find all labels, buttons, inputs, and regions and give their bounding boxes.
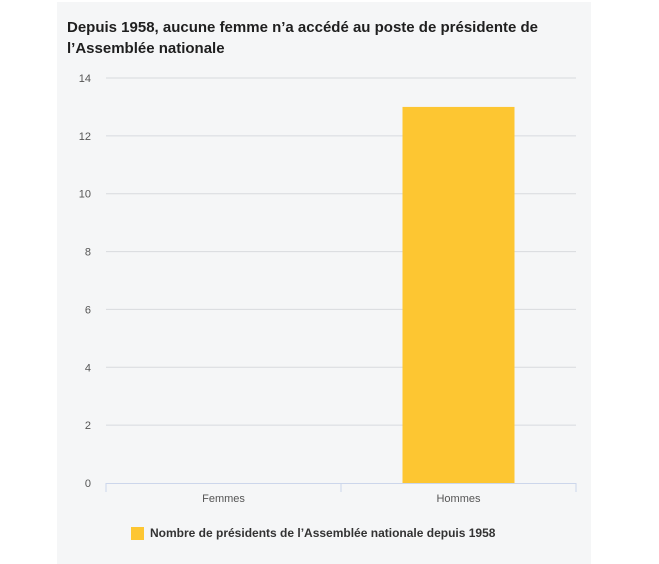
y-tick-label: 6 (85, 304, 91, 316)
bar-hommes[interactable] (402, 106, 515, 483)
x-tick-label: Hommes (436, 493, 481, 505)
y-tick-label: 4 (85, 362, 91, 374)
legend-swatch (131, 526, 144, 540)
legend-label: Nombre de présidents de l’Assemblée nati… (150, 526, 496, 540)
legend-item[interactable]: Nombre de présidents de l’Assemblée nati… (131, 526, 495, 540)
y-tick-label: 8 (85, 247, 91, 259)
y-axis-tick-labels: 0 2 4 6 8 10 12 14 (79, 73, 91, 490)
y-tick-label: 14 (79, 73, 91, 85)
x-axis-tick-labels: Femmes Hommes (202, 493, 481, 505)
y-tick-label: 10 (79, 189, 91, 201)
chart-title: Depuis 1958, aucune femme n’a accédé au … (67, 19, 539, 57)
x-axis (105, 483, 577, 492)
bars (402, 106, 515, 483)
chart-card: Depuis 1958, aucune femme n’a accédé au … (57, 2, 591, 564)
y-tick-label: 12 (79, 131, 91, 143)
bar-chart: 0 2 4 6 8 10 12 14 Femmes Hommes (79, 73, 577, 505)
y-tick-label: 0 (85, 478, 91, 490)
y-tick-label: 2 (85, 420, 91, 432)
x-tick-label: Femmes (202, 493, 245, 505)
